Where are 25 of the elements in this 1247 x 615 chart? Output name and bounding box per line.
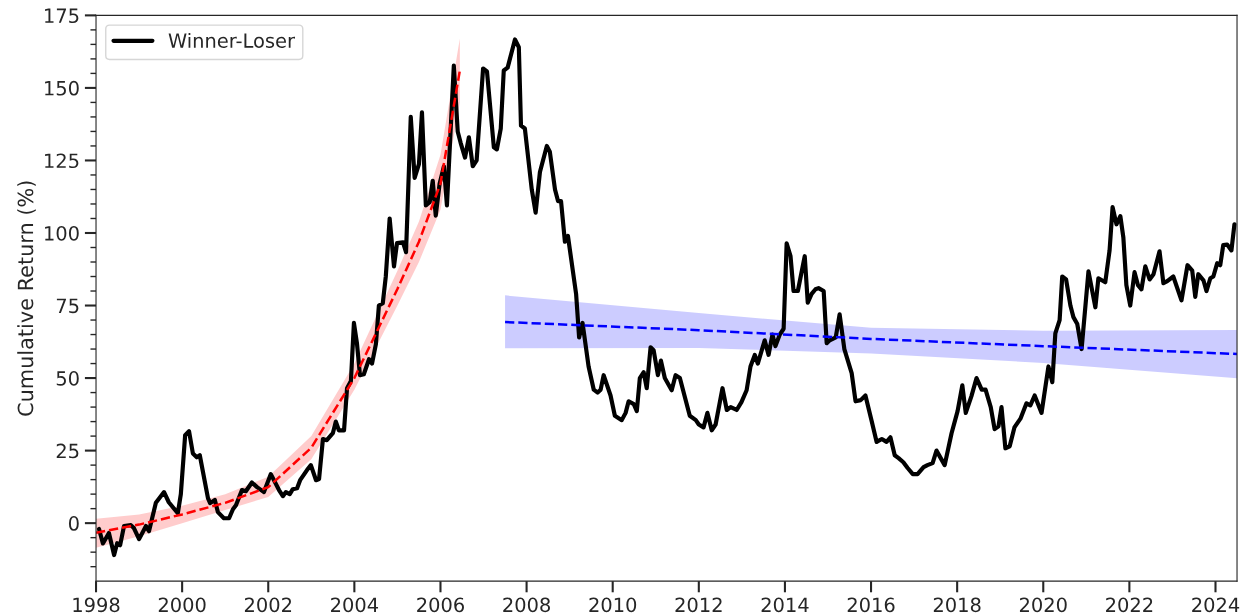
x-tick-label: 2020 <box>1019 597 1067 613</box>
y-tick-label: 50 <box>56 371 79 386</box>
x-tick-label: 2018 <box>933 597 981 613</box>
x-tick-label: 2010 <box>589 597 637 613</box>
x-tick-label: 2004 <box>331 597 379 613</box>
x-tick-label: 2000 <box>158 597 206 613</box>
y-tick-label: 25 <box>56 443 79 459</box>
y-tick-label: 150 <box>45 80 79 96</box>
x-tick-label: 2008 <box>503 597 550 613</box>
y-tick-label: 125 <box>45 153 79 169</box>
x-tick-label: 2024 <box>1192 597 1240 613</box>
x-tick-label: 2006 <box>417 597 464 613</box>
y-tick-label: 175 <box>45 8 79 24</box>
y-tick-label: 75 <box>56 298 79 314</box>
x-tick-label: 2022 <box>1106 597 1153 613</box>
line-series <box>503 320 1238 356</box>
x-tick-label: 2012 <box>675 597 722 613</box>
y-tick-label: 100 <box>45 225 79 241</box>
x-tick-label: 1998 <box>73 597 120 613</box>
y-tick-label: 0 <box>68 516 79 531</box>
y-axis-title: Cumulative Return (%) <box>17 181 36 416</box>
x-tick-label: 2014 <box>761 597 809 613</box>
x-tick-label: 2016 <box>847 597 895 613</box>
x-tick-label: 2002 <box>244 597 292 613</box>
legend-label: Winner-Loser <box>168 32 296 48</box>
